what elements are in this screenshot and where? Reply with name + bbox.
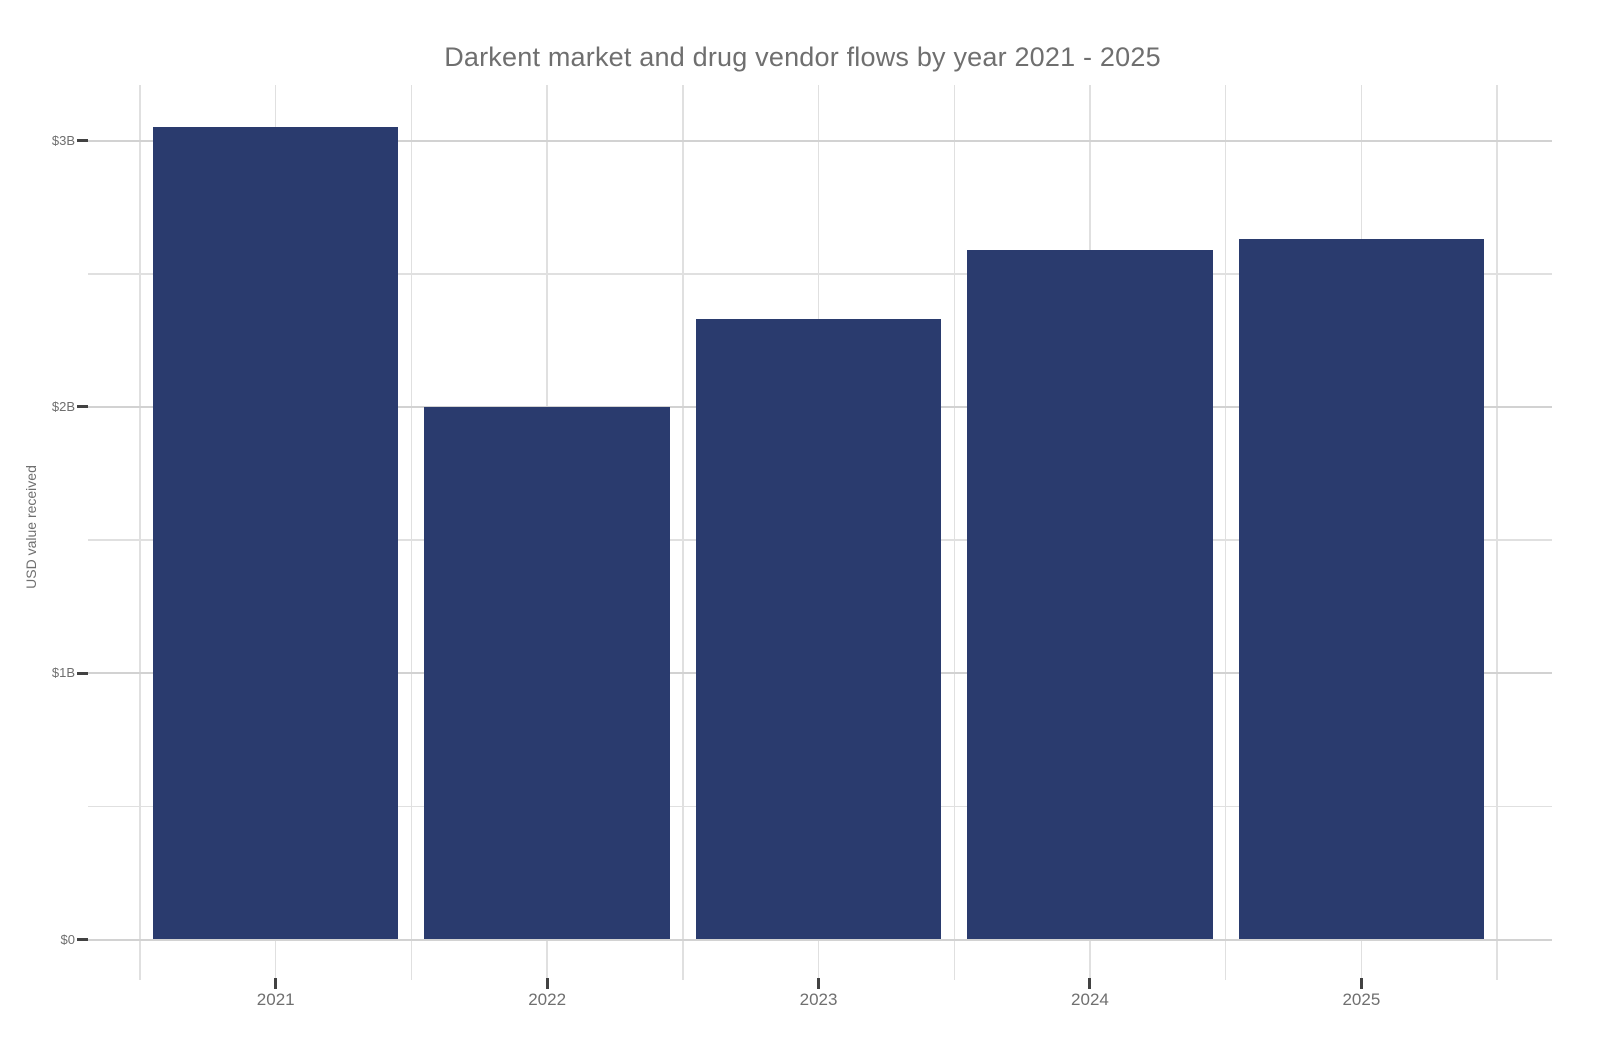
x-tick-mark xyxy=(1088,978,1092,989)
v-gridline xyxy=(1496,85,1498,980)
x-tick-mark xyxy=(1359,978,1363,989)
h-gridline-major xyxy=(88,938,1552,941)
chart-title: Darkent market and drug vendor flows by … xyxy=(444,42,1161,72)
v-gridline xyxy=(1224,85,1227,980)
bar-2022 xyxy=(424,406,670,940)
y-tick-mark xyxy=(77,938,88,941)
y-tick-label: $1B xyxy=(51,665,75,681)
x-tick-label: 2023 xyxy=(799,990,838,1009)
x-tick-label: 2021 xyxy=(256,990,295,1009)
v-gridline xyxy=(139,85,141,980)
y-tick-label: $0 xyxy=(60,931,75,947)
x-tick-mark xyxy=(817,978,821,989)
x-tick-label: 2022 xyxy=(528,990,567,1009)
y-tick-label: $2B xyxy=(51,398,75,414)
x-tick-label: 2024 xyxy=(1071,990,1109,1009)
y-tick-mark xyxy=(77,671,88,675)
x-tick-label: 2025 xyxy=(1342,990,1381,1009)
x-tick-mark xyxy=(274,978,278,989)
bar-2025 xyxy=(1238,239,1485,940)
bar-2021 xyxy=(152,127,399,940)
h-gridline-major xyxy=(88,139,1552,142)
v-gridline xyxy=(953,85,955,980)
bar-2023 xyxy=(695,319,942,940)
bar-2024 xyxy=(967,249,1213,940)
y-tick-label: $3B xyxy=(51,132,75,148)
y-axis-title: USD value received xyxy=(23,465,39,589)
x-tick-mark xyxy=(545,978,549,989)
y-tick-mark xyxy=(77,405,88,409)
v-gridline xyxy=(410,85,413,980)
h-gridline-minor xyxy=(88,273,1552,275)
v-gridline xyxy=(682,85,684,980)
y-tick-mark xyxy=(77,139,88,143)
